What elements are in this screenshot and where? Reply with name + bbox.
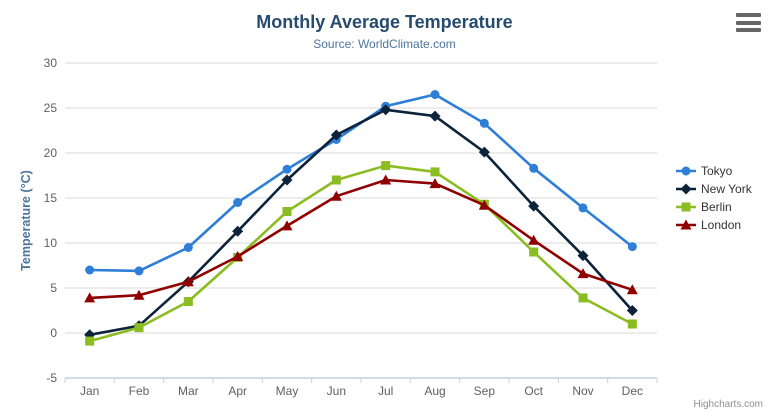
new-york-series-marker-icon [676, 183, 696, 195]
y-axis-tick-label: 10 [44, 236, 58, 250]
series-berlin-point-marker [134, 323, 144, 333]
x-axis-tick-label: Apr [228, 384, 247, 398]
chart-subtitle: Source: WorldClimate.com [313, 37, 456, 51]
series-tokyo-point-marker [233, 198, 243, 207]
y-axis-title: Temperature (°C) [19, 170, 33, 271]
series-new-york-point-marker [478, 146, 490, 158]
hamburger-icon[interactable] [736, 13, 761, 32]
x-axis-tick-label: Sep [474, 384, 496, 398]
x-axis-tick-label: Jun [327, 384, 346, 398]
legend-item-tokyo[interactable]: Tokyo [676, 164, 752, 178]
london-series-marker-icon [676, 219, 696, 230]
series-new-york-point-marker [380, 104, 392, 116]
hamburger-bar [736, 28, 761, 32]
series-new-york-point-marker [528, 200, 540, 212]
y-axis-tick-label: 30 [44, 56, 58, 70]
series-new-york-point-marker [330, 129, 342, 141]
series-berlin-point-marker [381, 161, 391, 171]
series-new-york-point-marker [281, 174, 293, 186]
legend-item-new-york[interactable]: New York [676, 182, 752, 196]
series-berlin-line [88, 164, 634, 343]
tokyo-series-marker-icon [676, 166, 696, 176]
series-new-york-point-marker [232, 225, 244, 237]
legend-label: London [701, 218, 742, 232]
series-london-point-marker [232, 251, 244, 261]
series-london-point-marker [528, 234, 540, 245]
chart-legend: Tokyo New York Berlin London [676, 164, 752, 232]
y-axis-tick-label: 20 [44, 146, 58, 160]
x-axis-tick-label: Jan [80, 384, 99, 398]
series-tokyo-point-marker [430, 90, 440, 99]
hamburger-bar [736, 20, 761, 25]
series-london-point-marker [330, 190, 342, 201]
x-axis-tick-label: Jul [378, 384, 393, 398]
y-axis-tick-label: 15 [44, 191, 58, 205]
y-axis-tick-label: 5 [50, 281, 57, 295]
credits-link[interactable]: Highcharts.com [693, 399, 763, 410]
series-london-point-marker [281, 220, 293, 231]
x-axis-tick-label: Mar [178, 384, 199, 398]
x-axis-tick-label: Feb [129, 384, 150, 398]
series-london-line [88, 178, 634, 300]
series-berlin-point-marker [430, 167, 440, 177]
series-berlin-point-marker [627, 319, 637, 329]
series-tokyo-point-marker [282, 164, 292, 174]
series-tokyo-point-marker [479, 118, 489, 128]
series-berlin-point-marker [578, 293, 588, 303]
series-london-point-marker [478, 199, 490, 210]
y-axis-tick-label: -5 [46, 371, 57, 385]
legend-label: Berlin [701, 200, 732, 214]
x-axis-tick-label: Aug [424, 384, 445, 398]
series-berlin-point-marker [331, 175, 341, 185]
series-berlin-point-marker [282, 207, 292, 216]
series-london-point-marker [626, 284, 638, 295]
x-axis-tick-label: Oct [524, 384, 543, 398]
hamburger-bar [736, 13, 761, 17]
series-london-point-marker [133, 289, 145, 300]
legend-item-berlin[interactable]: Berlin [676, 200, 752, 214]
x-axis-tick-label: Nov [572, 384, 593, 398]
series-tokyo-point-marker [529, 163, 539, 173]
y-axis-tick-label: 0 [50, 326, 57, 340]
series-berlin-point-marker [183, 297, 193, 306]
series-new-york-point-marker [577, 250, 589, 262]
legend-item-london[interactable]: London [676, 218, 752, 232]
x-axis-tick-label: May [276, 384, 299, 398]
series-london-point-marker [577, 268, 589, 279]
series-tokyo-point-marker [85, 265, 95, 275]
legend-label: Tokyo [701, 164, 733, 178]
series-new-york-line [88, 108, 634, 337]
series-london-point-marker [182, 276, 194, 287]
series-new-york-point-marker [626, 305, 638, 316]
series-berlin-point-marker [529, 247, 539, 257]
series-berlin-point-marker [85, 336, 95, 346]
series-new-york-point-marker [429, 110, 441, 122]
series-tokyo-point-marker [134, 266, 144, 276]
series-london-point-marker [84, 292, 96, 303]
series-tokyo-point-marker [578, 203, 588, 213]
legend-label: New York [701, 182, 752, 196]
berlin-series-marker-icon [676, 202, 696, 212]
series-london-point-marker [380, 174, 392, 185]
chart-title: Monthly Average Temperature [256, 12, 513, 32]
series-tokyo-point-marker [627, 242, 637, 252]
series-london-point-marker [429, 178, 441, 189]
series-tokyo-point-marker [183, 243, 193, 252]
y-axis-tick-label: 25 [44, 101, 58, 115]
x-axis-tick-label: Dec [622, 384, 643, 398]
